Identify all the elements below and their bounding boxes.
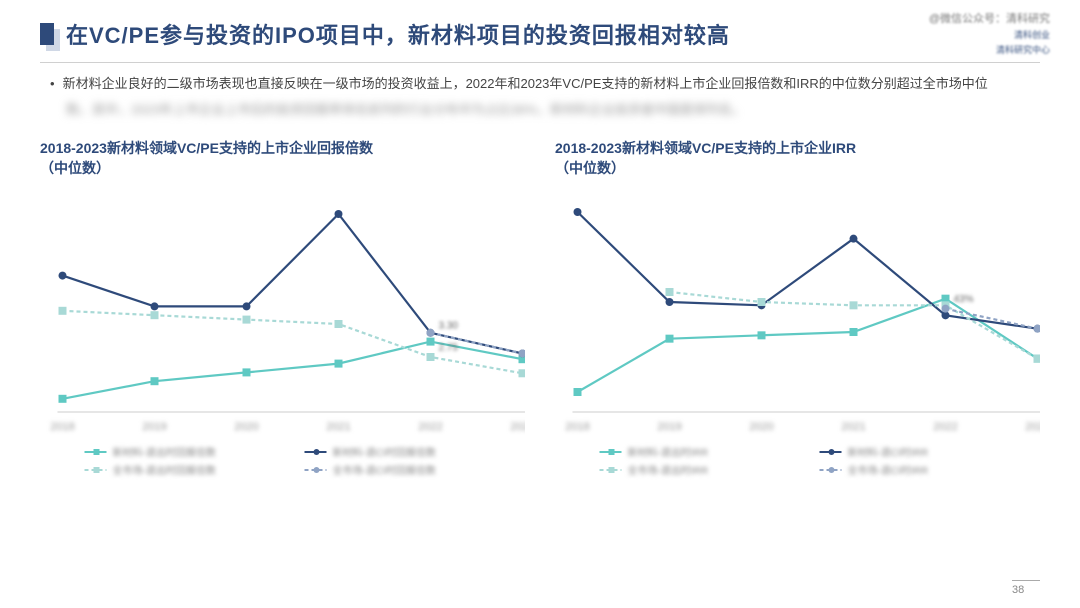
svg-text:2023: 2023 <box>510 421 525 433</box>
svg-text:新材料-退出时回报倍数: 新材料-退出时回报倍数 <box>113 446 216 459</box>
header: 在VC/PE参与投资的IPO项目中，新材料项目的投资回报相对较高 <box>0 0 1080 58</box>
svg-text:2021: 2021 <box>326 421 350 433</box>
bullet-text: 新材料企业良好的二级市场表现也直接反映在一级市场的投资收益上，2022年和202… <box>63 73 988 95</box>
page-title: 在VC/PE参与投资的IPO项目中，新材料项目的投资回报相对较高 <box>66 18 730 50</box>
svg-text:全市场-退出时回报倍数: 全市场-退出时回报倍数 <box>113 464 216 477</box>
svg-text:2.75: 2.75 <box>439 343 459 354</box>
svg-text:2023: 2023 <box>1025 421 1040 433</box>
brand-right: 清科研究中心 <box>929 43 1050 56</box>
chart-left-title-l2: （中位数） <box>40 160 110 176</box>
svg-text:2022: 2022 <box>933 421 957 433</box>
svg-text:3.30: 3.30 <box>439 321 459 332</box>
svg-text:2018: 2018 <box>565 421 589 433</box>
chart-left-title-l1: 2018-2023新材料领域VC/PE支持的上市企业回报倍数 <box>40 140 373 156</box>
svg-text:2019: 2019 <box>657 421 681 433</box>
chart-right: 2018-2023新材料领域VC/PE支持的上市企业IRR （中位数） 2018… <box>555 139 1040 497</box>
svg-text:新材料-退CI时IRR: 新材料-退CI时IRR <box>848 446 929 459</box>
charts-row: 2018-2023新材料领域VC/PE支持的上市企业回报倍数 （中位数） 201… <box>0 121 1080 497</box>
chart-left-svg: 2018201920202021202220233.302.752.832.38… <box>40 182 525 492</box>
svg-text:全市场-退出时IRR: 全市场-退出时IRR <box>628 464 709 477</box>
chart-right-title-l1: 2018-2023新材料领域VC/PE支持的上市企业IRR <box>555 140 856 156</box>
watermark-block: @微信公众号：清科研究 清科创业 清科研究中心 <box>929 10 1050 56</box>
bullet-blurred: 数。其中，2023年上市企业上市后的投资回报率排名前列的行业分布中为占比36%，… <box>50 99 1030 121</box>
svg-text:2022: 2022 <box>418 421 442 433</box>
svg-text:2020: 2020 <box>749 421 773 433</box>
chart-right-title: 2018-2023新材料领域VC/PE支持的上市企业IRR （中位数） <box>555 139 1040 178</box>
chart-left-title: 2018-2023新材料领域VC/PE支持的上市企业回报倍数 （中位数） <box>40 139 525 178</box>
svg-text:新材料-退出时IRR: 新材料-退出时IRR <box>628 446 709 459</box>
page-number: 38 <box>1012 580 1040 596</box>
svg-text:2020: 2020 <box>234 421 258 433</box>
svg-text:2018: 2018 <box>50 421 74 433</box>
svg-text:2019: 2019 <box>142 421 166 433</box>
chart-right-title-l2: （中位数） <box>555 160 625 176</box>
svg-text:43%: 43% <box>954 294 974 305</box>
chart-left: 2018-2023新材料领域VC/PE支持的上市企业回报倍数 （中位数） 201… <box>40 139 525 497</box>
svg-text:新材料-退CI时回报倍数: 新材料-退CI时回报倍数 <box>333 446 436 459</box>
bullet-icon: • <box>50 73 55 95</box>
svg-text:2021: 2021 <box>841 421 865 433</box>
chart-right-svg: 20182019202020212022202343%37%28%新材料-退出时… <box>555 182 1040 492</box>
description-block: • 新材料企业良好的二级市场表现也直接反映在一级市场的投资收益上，2022年和2… <box>0 73 1080 121</box>
header-divider <box>40 62 1040 63</box>
brand-left: 清科创业 <box>929 28 1050 41</box>
watermark-text: @微信公众号：清科研究 <box>929 10 1050 26</box>
svg-text:全市场-退CI时IRR: 全市场-退CI时IRR <box>848 464 929 477</box>
svg-text:全市场-退CI时回报倍数: 全市场-退CI时回报倍数 <box>333 464 436 477</box>
title-marker-icon <box>40 23 54 45</box>
